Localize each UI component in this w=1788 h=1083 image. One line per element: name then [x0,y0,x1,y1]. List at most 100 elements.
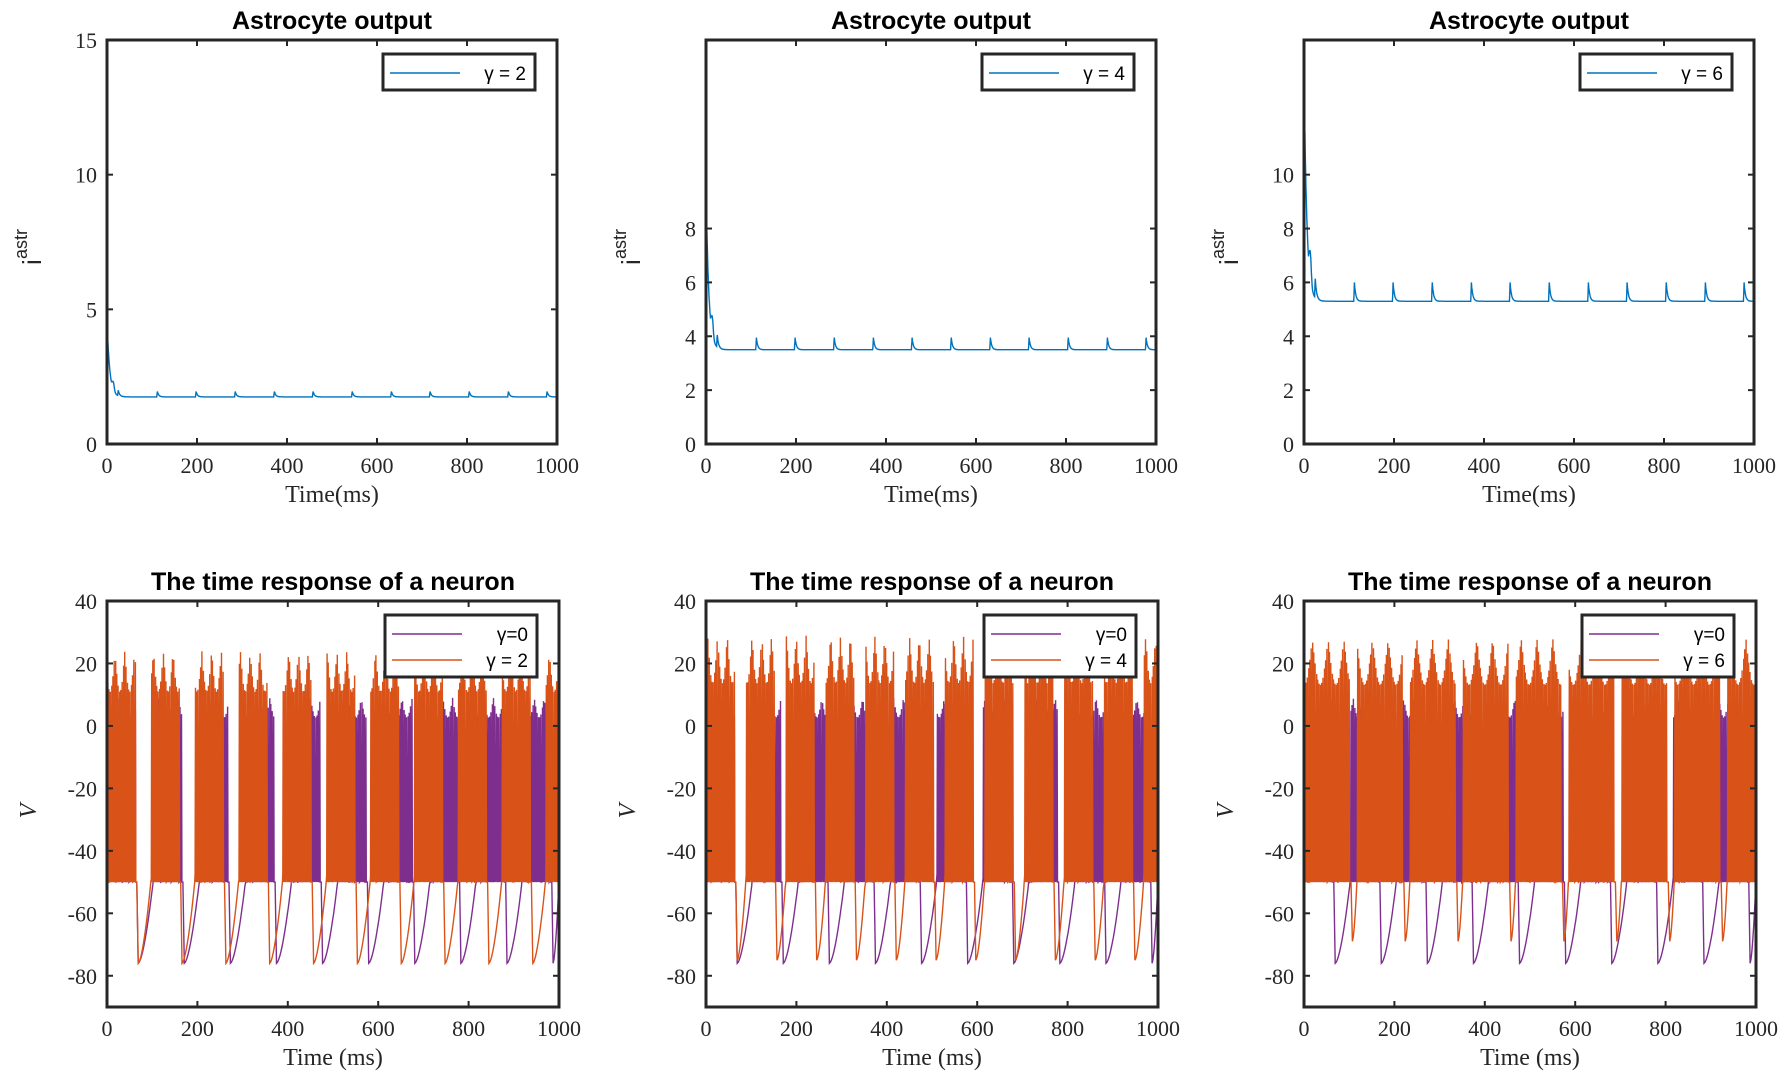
y-tick-label: -60 [68,901,97,926]
axes-box [107,40,557,444]
y-tick-label: -80 [667,964,696,989]
y-tick-label: -20 [1265,776,1294,801]
x-tick-label: 800 [1051,1016,1084,1041]
series-line-1 [706,231,1156,444]
legend-label-1: γ = 4 [1083,64,1125,85]
chart-title: The time response of a neuron [1348,568,1712,596]
chart-3: 0 200 400 600 800 1000 0 2 4 6 8 10 Astrocyte output… [1208,7,1776,508]
y-axis-label-sup: astr [11,229,31,259]
x-tick-label: 400 [870,453,903,478]
y-tick-label: -20 [667,776,696,801]
x-tick-label: 1000 [537,1016,581,1041]
y-axis-label-main: V [16,801,42,818]
x-tick-label: 0 [102,453,113,478]
y-tick-label: 4 [685,324,696,349]
axes-box [706,40,1156,444]
legend-label-1: γ=0 [1096,625,1127,646]
x-tick-label: 1000 [1732,453,1776,478]
y-tick-label: 5 [86,297,97,322]
y-tick-label: 0 [86,714,97,739]
x-tick-label: 0 [1299,453,1310,478]
y-axis-label: V [1213,801,1239,818]
y-axis-label-main: i [17,259,47,265]
y-tick-label: -40 [1265,839,1294,864]
x-tick-label: 0 [1299,1016,1310,1041]
x-axis-label: Time(ms) [1482,482,1576,508]
y-tick-label: 6 [1283,270,1294,295]
x-tick-label: 200 [780,453,813,478]
x-tick-label: 800 [1649,1016,1682,1041]
x-tick-label: 0 [102,1016,113,1041]
chart-6: 0 200 400 600 800 1000 -80 -60 -40 -20 0 20 40 The ti… [1213,568,1778,1071]
y-tick-label: 8 [685,217,696,242]
y-tick-label: -40 [68,839,97,864]
x-tick-label: 200 [780,1016,813,1041]
series-line-1 [107,342,557,444]
y-tick-label: 2 [685,378,696,403]
x-tick-label: 1000 [1136,1016,1180,1041]
chart-1: 0 200 400 600 800 1000 0 5 10 15 Astrocyte output T… [11,7,579,508]
y-tick-label: 20 [75,651,97,676]
y-tick-label: 10 [75,163,97,188]
x-tick-label: 800 [1050,453,1083,478]
x-tick-label: 200 [181,453,214,478]
y-tick-label: 40 [75,589,97,614]
y-tick-label: 2 [1283,378,1294,403]
y-tick-label: -60 [667,901,696,926]
x-axis-label: Time(ms) [884,482,978,508]
y-tick-label: 0 [685,432,696,457]
legend-label-1: γ=0 [497,625,528,646]
x-tick-label: 0 [701,1016,712,1041]
y-tick-label: 40 [1272,589,1294,614]
legend: γ=0 γ = 6 [1582,615,1734,677]
x-tick-label: 400 [271,1016,304,1041]
x-tick-label: 1000 [1134,453,1178,478]
y-tick-label: 0 [1283,714,1294,739]
x-axis-label: Time(ms) [285,482,379,508]
x-tick-label: 400 [271,453,304,478]
y-axis-label: iastr [610,229,646,265]
y-tick-label: 0 [1283,432,1294,457]
legend: γ = 4 [982,54,1134,90]
x-tick-label: 600 [960,453,993,478]
x-tick-label: 1000 [535,453,579,478]
x-axis-label: Time (ms) [283,1045,383,1071]
legend-label-2: γ = 4 [1085,651,1127,672]
legend-label-1: γ = 2 [484,64,526,85]
y-tick-label: 40 [674,589,696,614]
y-axis-label: V [16,801,42,818]
y-axis-label-sup: astr [610,229,630,259]
y-tick-label: 0 [86,432,97,457]
y-tick-label: 20 [1272,651,1294,676]
legend-label-1: γ=0 [1694,625,1725,646]
y-tick-label: -40 [667,839,696,864]
y-tick-label: 10 [1272,163,1294,188]
y-axis-label-main: V [615,801,641,818]
y-axis-label: iastr [11,229,47,265]
figure: 0 200 400 600 800 1000051015Astrocyte outputT… [0,0,1788,1083]
y-tick-label: 8 [1283,217,1294,242]
series-line-1 [1304,132,1754,444]
y-tick-label: -80 [1265,964,1294,989]
x-tick-label: 600 [1558,453,1591,478]
x-tick-label: 600 [361,453,394,478]
y-axis-label-main: V [1213,801,1239,818]
y-tick-label: -60 [1265,901,1294,926]
x-tick-label: 600 [1559,1016,1592,1041]
legend: γ = 2 [383,54,535,90]
x-tick-label: 200 [181,1016,214,1041]
axes-box [1304,40,1754,444]
x-tick-label: 1000 [1734,1016,1778,1041]
chart-title: The time response of a neuron [151,568,515,596]
y-tick-label: 20 [674,651,696,676]
x-tick-label: 0 [701,453,712,478]
legend-label-2: γ = 6 [1683,651,1725,672]
chart-title: Astrocyte output [232,7,433,35]
chart-title: The time response of a neuron [750,568,1114,596]
legend: γ=0 γ = 4 [984,615,1136,677]
y-axis-label: iastr [1208,229,1244,265]
y-axis-label-main: i [616,259,646,265]
chart-2: 0 200 400 600 800 1000 0 2 4 6 8 Astrocyte output Ti… [610,7,1178,508]
chart-4: 0 200 400 600 800 1000-80-60-40-2002040The ti… [16,568,581,1071]
x-tick-label: 400 [1468,453,1501,478]
